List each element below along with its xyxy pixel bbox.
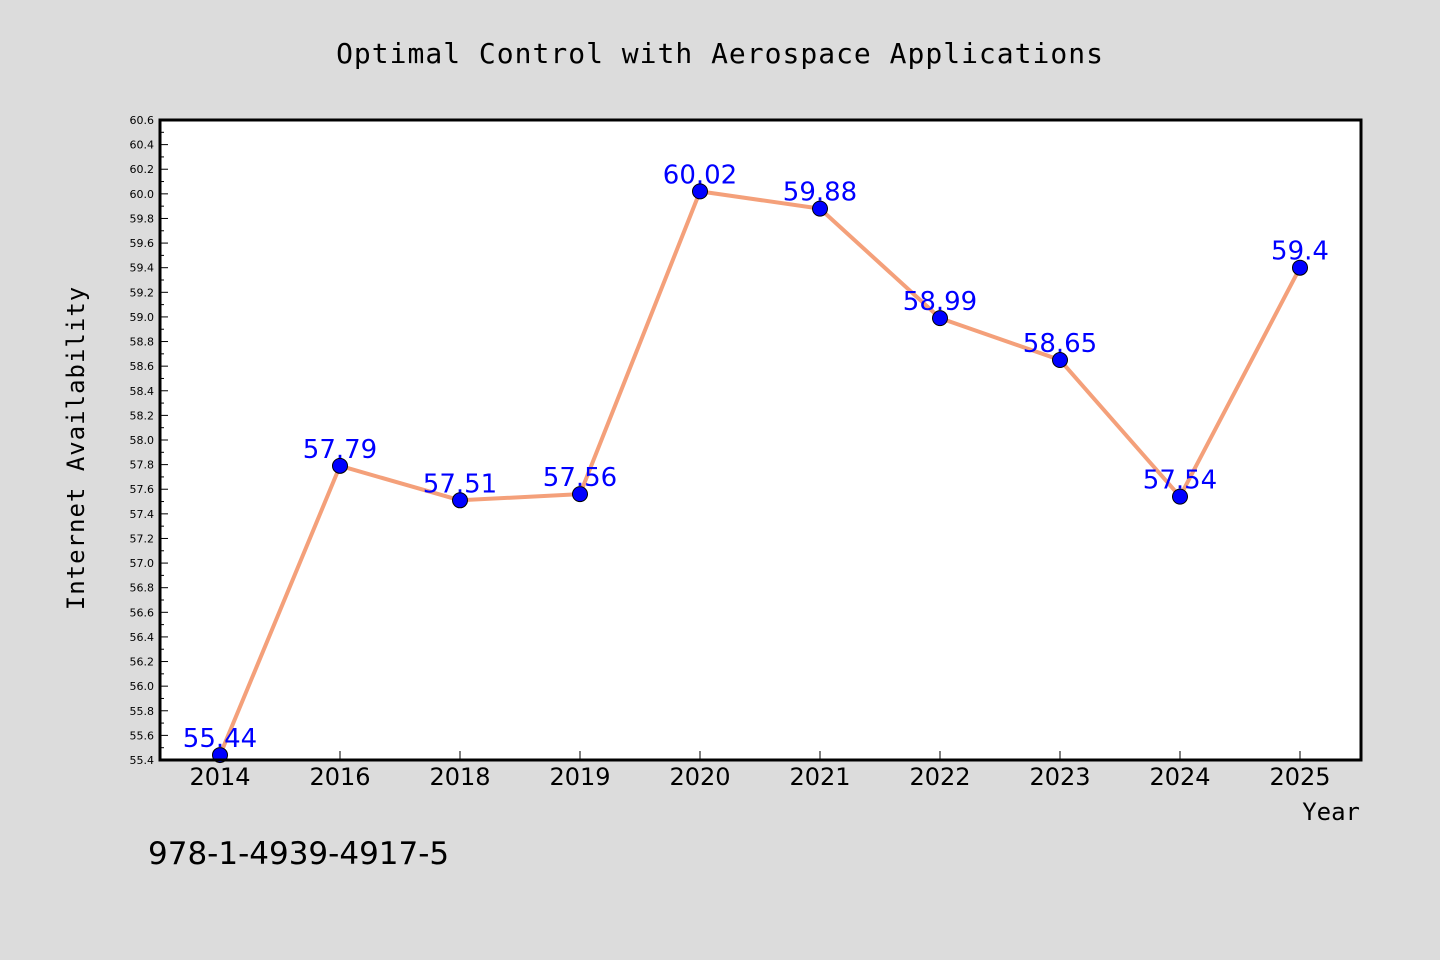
data-label-2020: 60.02 bbox=[663, 160, 737, 190]
data-label-2025: 59.4 bbox=[1271, 237, 1329, 267]
y-tick-label: 57.0 bbox=[130, 557, 155, 570]
y-tick-label: 56.4 bbox=[130, 631, 155, 644]
plot-frame bbox=[158, 118, 1363, 762]
y-tick-label: 60.6 bbox=[130, 114, 155, 127]
y-tick-label: 59.4 bbox=[130, 262, 155, 275]
data-label-2023: 58.65 bbox=[1023, 329, 1097, 359]
data-point-2020 bbox=[692, 183, 708, 200]
data-label-2019: 57.56 bbox=[543, 463, 617, 493]
y-tick-label: 59.6 bbox=[130, 237, 155, 250]
x-tick-label: 2020 bbox=[669, 763, 730, 791]
y-axis-ticks: 55.4 55.6 55.8 56.0 56.2 56.4 56.6 56.8 57.0 57.2… bbox=[130, 114, 168, 767]
x-tick-label: 2018 bbox=[429, 763, 490, 791]
y-tick-label: 56.0 bbox=[130, 680, 155, 693]
chart-title: Optimal Control with Aerospace Applicati… bbox=[336, 37, 1104, 70]
data-label-2018: 57.51 bbox=[423, 469, 497, 499]
data-point-2022 bbox=[932, 310, 948, 327]
data-point-2018 bbox=[452, 492, 468, 509]
y-tick-label: 58.2 bbox=[130, 409, 155, 422]
data-point-2025 bbox=[1292, 259, 1308, 276]
x-tick-label: 2021 bbox=[789, 763, 850, 791]
y-tick-label: 57.4 bbox=[130, 508, 155, 521]
series-line bbox=[218, 189, 1302, 758]
y-tick-label: 60.4 bbox=[130, 139, 155, 152]
x-tick-label: 2022 bbox=[909, 763, 970, 791]
x-tick-label: 2025 bbox=[1269, 763, 1330, 791]
data-point-2016 bbox=[332, 457, 348, 474]
y-tick-label: 57.2 bbox=[130, 532, 155, 545]
y-tick-label: 55.8 bbox=[130, 705, 155, 718]
x-tick-label: 2024 bbox=[1149, 763, 1210, 791]
data-point-2019 bbox=[572, 486, 588, 503]
y-tick-label: 58.4 bbox=[130, 385, 155, 398]
y-tick-label: 59.2 bbox=[130, 286, 155, 299]
x-tick-label: 2019 bbox=[549, 763, 610, 791]
x-tick-label: 2023 bbox=[1029, 763, 1090, 791]
y-axis-label: Internet Availability bbox=[62, 286, 90, 610]
y-tick-label: 55.6 bbox=[130, 729, 155, 742]
y-tick-label: 58.0 bbox=[130, 434, 155, 447]
x-tick-label: 2014 bbox=[189, 763, 250, 791]
data-labels: 55.44 57.79 57.51 57.56 60.02 59.88 58.99 58.65… bbox=[183, 160, 1329, 754]
data-label-2021: 59.88 bbox=[783, 178, 857, 208]
data-label-2022: 58.99 bbox=[903, 287, 977, 317]
y-tick-label: 57.6 bbox=[130, 483, 155, 496]
y-tick-label: 58.8 bbox=[130, 336, 155, 349]
y-tick-label: 56.6 bbox=[130, 606, 155, 619]
x-axis-ticks: 2014 2016 2018 2019 2020 2021 2022 2023 2024 2025 bbox=[189, 751, 1331, 791]
y-tick-label: 56.2 bbox=[130, 656, 155, 669]
y-tick-label: 57.8 bbox=[130, 459, 155, 472]
y-tick-label: 60.2 bbox=[130, 163, 155, 176]
data-label-2014: 55.44 bbox=[183, 724, 257, 754]
y-tick-label: 56.8 bbox=[130, 582, 155, 595]
data-label-2016: 57.79 bbox=[303, 435, 377, 465]
y-tick-label: 58.6 bbox=[130, 360, 155, 373]
data-point-2023 bbox=[1052, 352, 1068, 368]
data-point-2024 bbox=[1172, 488, 1188, 505]
y-tick-label: 59.8 bbox=[130, 212, 155, 225]
data-label-2024: 57.54 bbox=[1143, 466, 1217, 496]
isbn-caption: 978-1-4939-4917-5 bbox=[148, 836, 449, 872]
data-point-2021 bbox=[812, 200, 828, 217]
plot-area bbox=[160, 120, 1361, 760]
x-axis-label: Year bbox=[1302, 798, 1360, 826]
y-tick-label: 60.0 bbox=[130, 188, 155, 201]
y-tick-label: 55.4 bbox=[130, 754, 155, 767]
y-tick-label: 59.0 bbox=[130, 311, 155, 324]
x-tick-label: 2016 bbox=[309, 763, 370, 791]
